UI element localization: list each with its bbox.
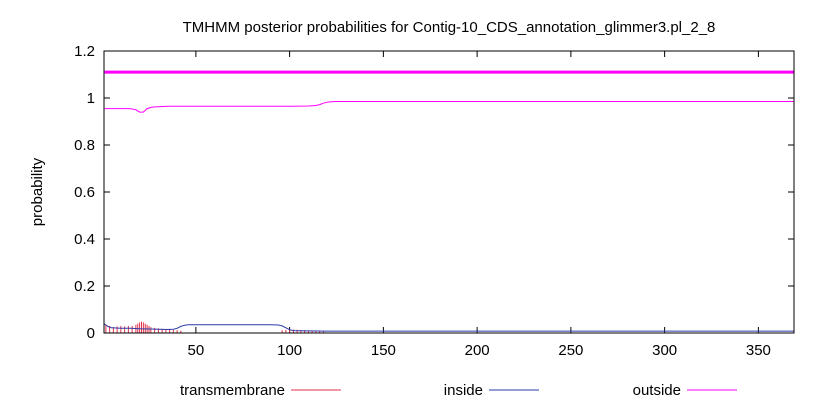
legend: transmembrane inside outside: [180, 382, 737, 399]
chart-title: TMHMM posterior probabilities for Contig…: [183, 19, 716, 36]
legend-label-inside: inside: [444, 382, 483, 399]
x-axis-ticks: 50 100 150 200 250 300 350: [188, 51, 771, 359]
y-tick-label: 0.4: [74, 231, 95, 248]
y-axis-label: probability: [29, 157, 46, 226]
y-tick-label: 1: [87, 90, 95, 107]
legend-label-transmembrane: transmembrane: [180, 382, 285, 399]
x-tick-label: 250: [558, 342, 583, 359]
legend-label-outside: outside: [633, 382, 681, 399]
x-tick-label: 150: [371, 342, 396, 359]
series-line-outside: [104, 101, 794, 113]
x-tick-label: 100: [277, 342, 302, 359]
y-tick-label: 1.2: [74, 43, 95, 60]
plot-frame: [103, 50, 795, 334]
x-tick-label: 300: [652, 342, 677, 359]
x-tick-label: 350: [746, 342, 771, 359]
y-tick-label: 0: [87, 325, 95, 342]
series-layer: [103, 70, 794, 333]
y-axis-ticks: 0 0.2 0.4 0.6 0.8 1 1.2: [74, 43, 794, 342]
x-tick-label: 50: [188, 342, 205, 359]
y-tick-label: 0.6: [74, 184, 95, 201]
x-tick-label: 200: [465, 342, 490, 359]
y-tick-label: 0.2: [74, 278, 95, 295]
y-tick-label: 0.8: [74, 137, 95, 154]
series-transmembrane: [105, 321, 324, 333]
series-line-inside: [103, 323, 794, 332]
